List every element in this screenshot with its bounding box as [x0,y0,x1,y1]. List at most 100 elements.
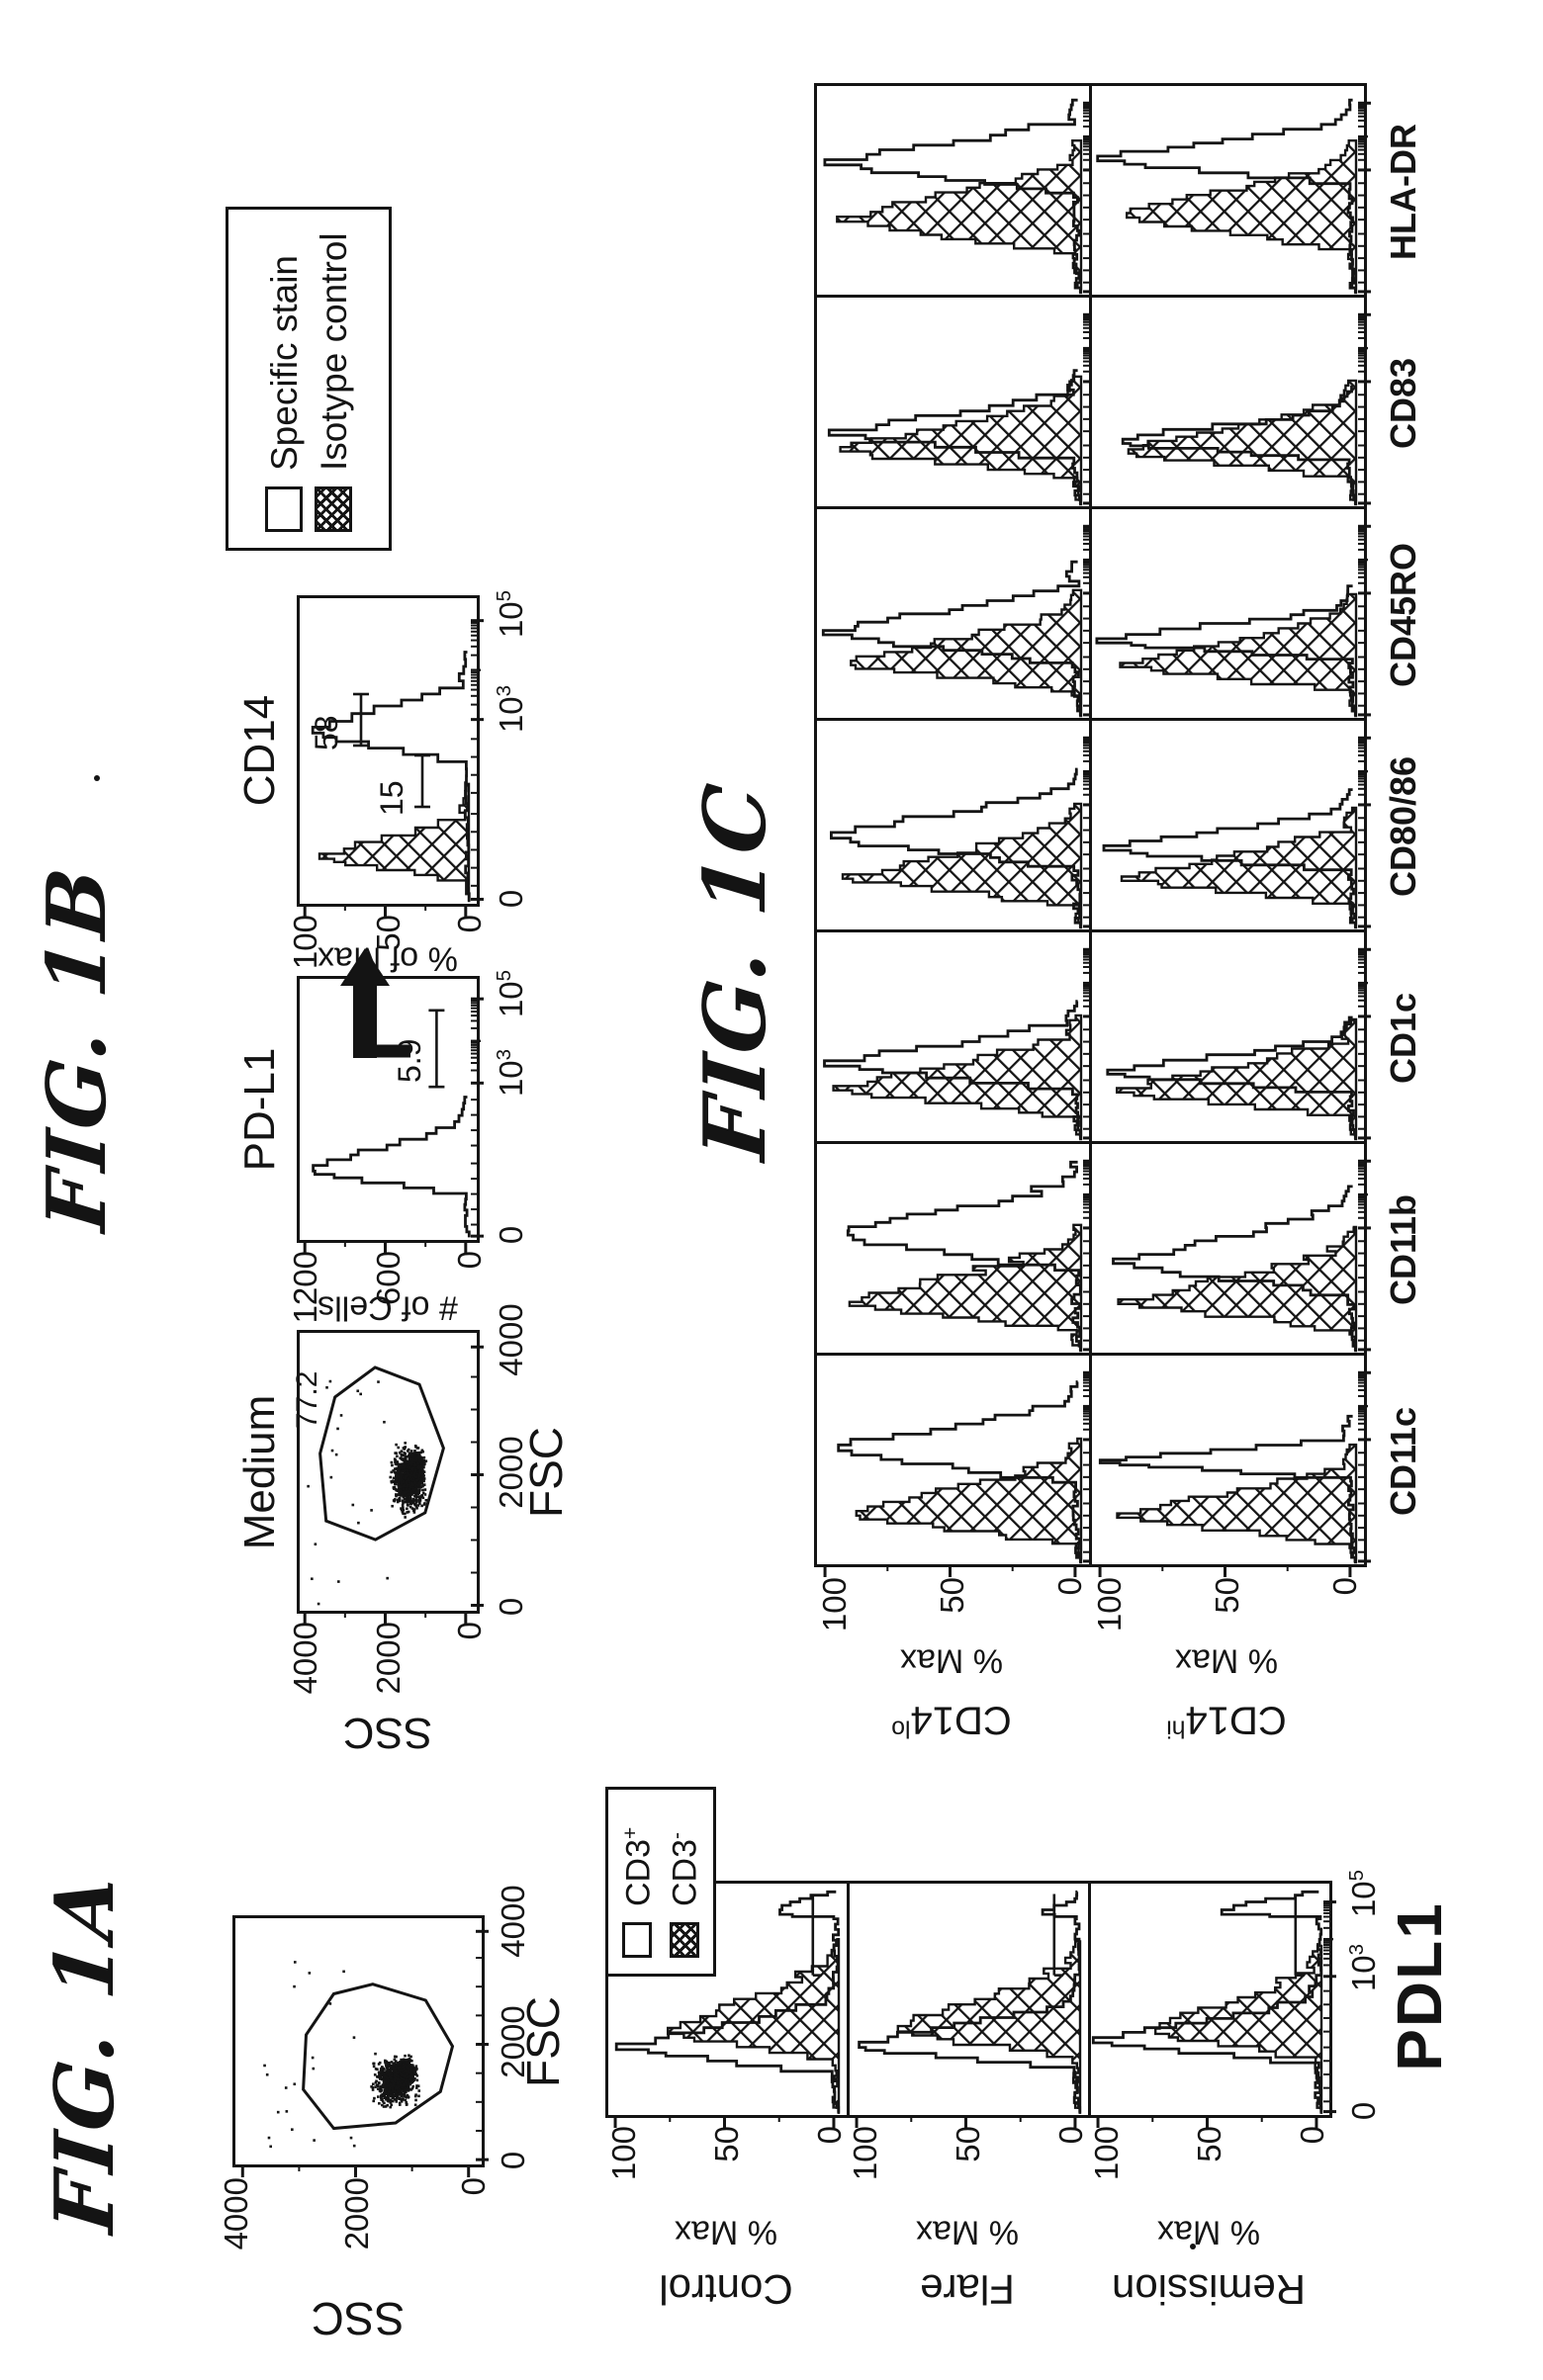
fig1c-column-label-CD11b: CD11b [1383,1193,1423,1306]
fig1a-pdl1-axis-label: PDL1 [1384,1901,1455,2071]
fig1a-panel-y-tick: 50 [1191,2126,1227,2162]
fig1a-panel-name-control: Control [659,2266,793,2313]
fig1a-panel-y-tick: 100 [847,2126,883,2181]
fig1c-row-ylabel: % Max [900,1641,1003,1680]
medium-x-tick: 0 [493,1597,529,1617]
fig1c-cell-CD80-86-cd14lo [814,718,1096,932]
medium-y-tick: 4000 [287,1622,323,1695]
cd14b-x-tick: 103 [493,684,529,734]
fig1a-scatter-x-tick: 0 [495,2151,531,2170]
fig1a-panel-ylabel: % Max [1157,2213,1260,2251]
open-square-swatch-icon [622,1922,653,1958]
fig1c-cell-CD11b-cd14lo [814,1141,1096,1356]
fig1a-scatter-x-tick: 2000 [495,2005,531,2078]
fig1c-y-tick: 100 [1091,1577,1128,1632]
fig1b-cd14-histogram-plot [297,595,484,917]
fig1c-cell-CD45RO-cd14lo [814,506,1096,721]
fig1c-row-label-cd14lo: CD14lo [891,1698,1012,1742]
fig1c-cell-CD83-cd14hi [1089,295,1371,509]
fig1c-cell-CD11c-cd14hi [1089,1353,1371,1577]
fig1a-panel-name-flare: Flare [920,2266,1015,2313]
fig1a-x-tick: 0 [1345,2101,1382,2121]
fig1c-column-label-CD11c: CD11c [1383,1406,1423,1517]
cd14b-annotation-58: 58 [309,715,344,750]
fig1c-cell-CD11c-cd14lo [814,1353,1096,1577]
fig1a-panel-ylabel: % Max [916,2213,1019,2251]
fig1a-scatter-x-tick: 4000 [495,1885,531,1958]
cd3neg-legend-label: CD3- [666,1831,704,1906]
medium-y-tick: 0 [451,1622,488,1640]
fig1c-cell-CD11b-cd14hi [1089,1141,1371,1356]
cd3pos-legend-label: CD3+ [618,1826,657,1906]
fig1a-x-tick: 103 [1345,1943,1382,1992]
fig1a-panel-y-tick: 100 [605,2126,642,2181]
fig1c-cell-CD80-86-cd14hi [1089,718,1371,932]
fig1c-column-label-CD80-86: CD80/86 [1383,755,1423,898]
stain-legend: Specific stain Isotype control [226,207,392,551]
fig1c-row-ylabel: % Max [1175,1641,1278,1680]
cd14b-title: CD14 [235,694,284,807]
cd14b-x-tick: 0 [493,889,529,909]
specific-stain-legend-label: Specific stain [263,255,305,471]
fig1c-y-tick: 0 [1326,1577,1363,1596]
fig1b-pdl1-histogram-plot [297,976,484,1253]
fig1a-control-histogram-plot [605,1881,850,2128]
fig1c-y-tick: 0 [1051,1577,1088,1596]
cd14b-x-tick: 105 [493,589,529,639]
pdl1b-x-tick: 103 [493,1048,529,1098]
fig1a-y-axis-label: SSC [311,2293,406,2344]
fig1c-column-label-HLA-DR: HLA-DR [1383,124,1423,260]
fig1c-y-tick: 100 [816,1577,853,1632]
fig1a-label: FIG. 1A [38,1868,133,2238]
fig1a-scatter-y-tick: 2000 [338,2177,375,2250]
fig1c-cell-CD45RO-cd14hi [1089,506,1371,721]
fig1a-flare-histogram-plot [847,1881,1091,2128]
fig1a-panel-y-tick: 0 [811,2126,848,2145]
pdl1b-title: PD-L1 [235,1047,284,1172]
cd14b-y-tick: 0 [451,915,488,933]
pdl1b-y-tick: 1200 [287,1251,323,1324]
gating-arrow-icon [340,948,410,1058]
fig1a-panel-ylabel: % Max [675,2213,777,2251]
fig1a-panel-name-remission: Remission [1111,2266,1307,2313]
open-square-swatch-icon [265,486,303,532]
fig1a-remission-histogram-plot [1088,1881,1336,2128]
fig1c-cell-CD1c-cd14hi [1089,929,1371,1144]
pdl1b-y-tick: 600 [370,1251,407,1306]
hatched-square-swatch-icon [315,486,352,532]
fig1c-column-label-CD45RO: CD45RO [1383,542,1423,688]
fig1a-panel-y-tick: 0 [1294,2126,1330,2145]
fig1a-panel-y-tick: 100 [1088,2126,1125,2181]
medium-gate-percentage: 77.2 [291,1370,323,1429]
cd14b-annotation-15: 15 [374,780,409,816]
scan-speck [94,775,100,781]
fig1c-column-label-CD1c: CD1c [1383,992,1423,1085]
isotype-control-legend-label: Isotype control [313,232,354,471]
fig1c-column-label-CD83: CD83 [1383,357,1423,450]
fig1c-cell-CD1c-cd14lo [814,929,1096,1144]
cd3-legend: CD3+ CD3- [605,1787,716,1977]
pdl1b-x-tick: 105 [493,969,529,1018]
fig1a-panel-y-tick: 50 [708,2126,745,2162]
pdl1b-x-tick: 0 [493,1225,529,1245]
pdl1b-y-tick: 0 [451,1251,488,1270]
fig1a-x-tick: 105 [1345,1869,1382,1918]
fig1c-row-label-cd14hi: CD14hi [1166,1698,1287,1742]
fig1b-label: FIG. 1B [30,860,125,1236]
fig1a-scatter-y-tick: 4000 [218,2177,254,2250]
medium-title: Medium [235,1394,284,1550]
fig1c-label: FIG. 1C [685,776,785,1165]
fig1b-medium-scatter-plot [297,1330,484,1624]
medium-y-tick: 2000 [370,1622,407,1695]
hatched-square-swatch-icon [669,1922,699,1958]
medium-x-tick: 4000 [493,1303,529,1376]
fig1a-scatter-y-tick: 0 [455,2177,492,2196]
fig1c-cell-HLA-DR-cd14hi [1089,83,1371,298]
fig1a-panel-y-tick: 50 [950,2126,986,2162]
fig1a-panel-y-tick: 0 [1052,2126,1089,2145]
fig1c-cell-HLA-DR-cd14lo [814,83,1096,298]
fig1c-cell-CD83-cd14lo [814,295,1096,509]
cd14b-y-tick: 100 [287,915,323,970]
fig1a-ssc-fsc-scatter-plot [232,1915,489,2177]
